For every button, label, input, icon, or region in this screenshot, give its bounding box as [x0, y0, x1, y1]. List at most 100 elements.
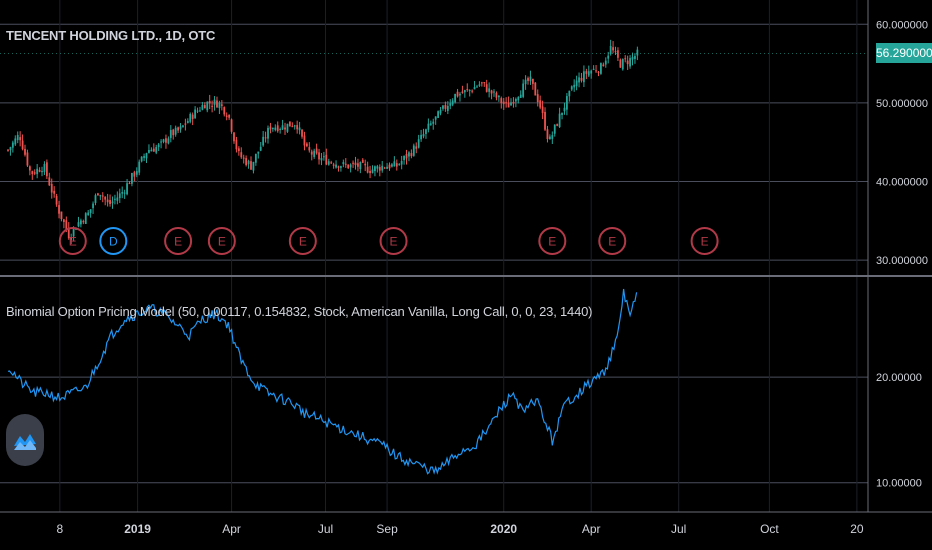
time-tick-label: 2019 — [124, 522, 151, 536]
candle-body — [507, 102, 510, 108]
candle-body — [600, 63, 602, 74]
time-tick-label: Sep — [376, 522, 398, 536]
candle-body — [568, 90, 571, 97]
last-price-tag: 56.290000 — [876, 43, 932, 64]
candle-body — [60, 211, 63, 220]
candle-body — [55, 195, 58, 205]
candle-body — [143, 156, 145, 158]
candle-body — [497, 95, 500, 98]
candle-body — [123, 192, 126, 194]
marker-circle — [164, 227, 193, 255]
candle-body — [97, 193, 99, 196]
candle-body — [558, 113, 561, 128]
price-candles — [7, 39, 639, 245]
candle-body — [62, 219, 65, 222]
candle-body — [500, 98, 503, 104]
candle-body — [250, 161, 252, 170]
candle-body — [293, 125, 296, 127]
candle-body — [612, 47, 614, 51]
tradingview-logo-icon[interactable] — [6, 414, 44, 466]
time-axis[interactable]: 8 2019 Apr Jul Sep 2020 Apr Jul Oct 20 — [56, 522, 863, 536]
candle-body — [347, 164, 350, 169]
candle-body — [490, 90, 493, 94]
price-axis[interactable]: 60.000000 50.000000 40.000000 30.000000 20.0… — [876, 19, 928, 489]
candle-body — [264, 137, 267, 139]
candle-body — [233, 132, 235, 142]
candle-body — [473, 87, 476, 90]
candle-body — [106, 199, 109, 203]
marker-label: E — [174, 235, 182, 249]
earnings-marker-e-icon: E — [207, 227, 236, 255]
candle-body — [395, 163, 398, 167]
candle-body — [587, 71, 590, 76]
candle-body — [138, 161, 141, 173]
earnings-marker-e-icon: E — [690, 227, 719, 255]
candle-body — [619, 59, 622, 68]
earnings-marker-e-icon: E — [288, 227, 317, 255]
candle-body — [456, 91, 459, 97]
candle-body — [184, 123, 187, 125]
earnings-marker-e-icon: E — [538, 227, 567, 255]
candle-body — [296, 125, 299, 130]
time-tick-label: Apr — [582, 522, 601, 536]
candle-body — [303, 135, 306, 146]
candle-body — [444, 104, 447, 109]
candle-body — [240, 152, 243, 158]
candle-body — [434, 116, 437, 120]
candle-body — [583, 71, 585, 83]
price-tick-label: 60.000000 — [876, 19, 928, 31]
candle-body — [235, 139, 238, 150]
candle-body — [254, 153, 257, 163]
earnings-marker-e-icon: E — [598, 227, 627, 255]
candle-body — [585, 71, 588, 74]
candle-body — [7, 149, 9, 151]
candle-body — [230, 119, 233, 132]
candle-body — [604, 60, 607, 65]
candle-body — [213, 99, 216, 105]
candle-body — [148, 149, 150, 153]
candle-body — [461, 91, 464, 94]
candle-body — [369, 170, 371, 174]
candle-body — [276, 125, 279, 132]
candle-body — [70, 238, 73, 240]
time-tick-label: Jul — [671, 522, 686, 536]
candle-body — [636, 49, 639, 56]
candle-body — [378, 167, 381, 171]
candle-body — [242, 157, 245, 159]
candle-body — [308, 147, 311, 151]
candle-body — [169, 130, 172, 138]
candle-body — [442, 105, 444, 109]
candle-body — [194, 109, 197, 119]
candle-body — [527, 78, 529, 81]
candle-body — [67, 227, 70, 239]
candle-body — [631, 57, 634, 60]
candle-body — [281, 125, 284, 130]
price-tick-label: 50.000000 — [876, 98, 928, 110]
indicator-title[interactable]: Binomial Option Pricing Model (50, 0.001… — [6, 304, 593, 319]
candle-body — [9, 147, 12, 151]
candle-body — [211, 105, 214, 107]
candle-body — [376, 166, 379, 169]
time-tick-label: 20 — [850, 522, 864, 536]
candle-body — [131, 173, 133, 184]
candle-body — [488, 88, 491, 92]
candle-body — [361, 159, 364, 163]
candle-body — [626, 60, 629, 65]
candle-body — [595, 70, 597, 72]
candle-body — [257, 151, 260, 154]
candle-body — [553, 124, 556, 134]
marker-circle — [379, 227, 408, 255]
candle-body — [544, 111, 546, 130]
candle-body — [223, 107, 226, 115]
candle-body — [621, 59, 624, 70]
candle-body — [111, 201, 114, 204]
candle-body — [415, 146, 418, 149]
candle-body — [53, 190, 56, 194]
candle-body — [624, 58, 627, 60]
candle-body — [449, 103, 452, 106]
symbol-title[interactable]: TENCENT HOLDING LTD., 1D, OTC — [6, 28, 216, 43]
marker-label: E — [218, 235, 226, 249]
marker-label: E — [701, 235, 709, 249]
candle-body — [298, 127, 301, 131]
